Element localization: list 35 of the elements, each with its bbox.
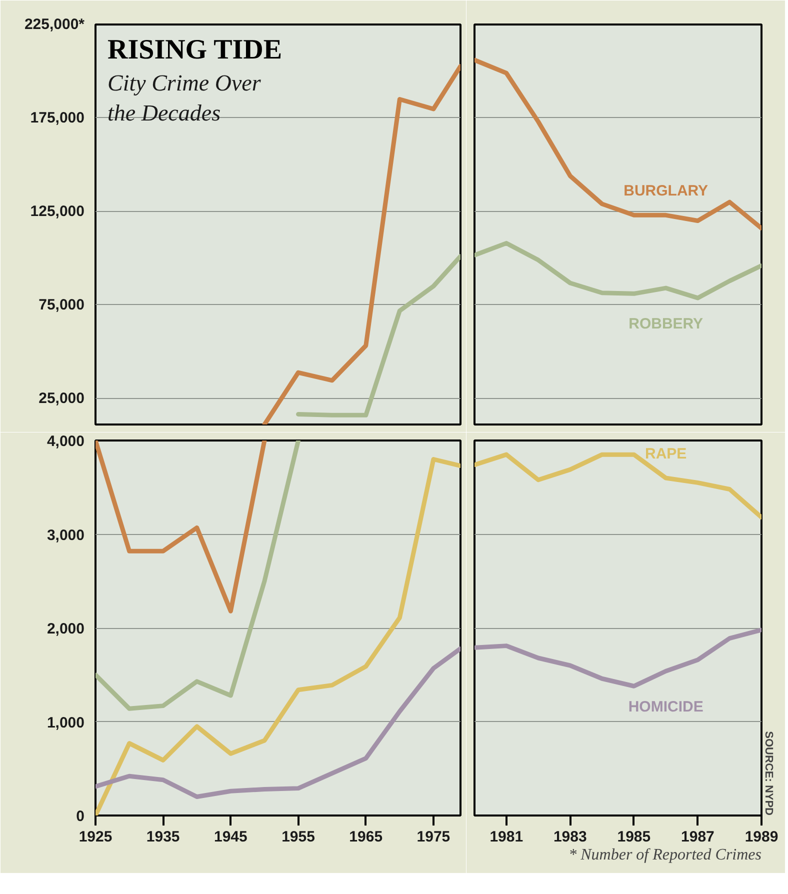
x-tick-label: 1989	[744, 828, 778, 846]
x-tick-label: 1985	[617, 828, 651, 846]
line-series	[296, 254, 460, 418]
y-tick-label: 75,000	[38, 296, 85, 314]
x-tick-label: 1925	[78, 828, 112, 846]
y-tick-label: 175,000	[30, 109, 85, 126]
chart-title: RISING TIDE	[108, 34, 282, 66]
text: City Crime Over the Decades	[108, 70, 262, 126]
series-label: ROBBERY	[628, 316, 704, 333]
y-tick-label: 1,000	[46, 714, 85, 732]
x-tick-label: 1945	[214, 828, 248, 846]
x-tick-label: 1983	[553, 828, 587, 846]
series-label: BURGLARY	[624, 182, 708, 200]
line-series	[96, 457, 460, 816]
source-note: SOURCE: NYPD	[762, 731, 774, 816]
text: * Number of Reported Crimes	[568, 846, 762, 864]
y-tick-label: 25,000	[38, 390, 85, 407]
line-series	[96, 440, 301, 711]
y-tick-label: 4,000	[46, 433, 85, 450]
x-tick-label: 1987	[681, 828, 714, 846]
y-tick-label: 125,000	[30, 202, 85, 220]
y-tick-label: 225,000*	[24, 16, 85, 33]
x-tick-label: 1975	[416, 828, 450, 846]
x-tick-label: 1935	[146, 828, 180, 846]
x-tick-label: 1965	[349, 828, 383, 846]
y-tick-label: 3,000	[46, 526, 85, 544]
line-series	[262, 64, 460, 424]
y-tick-label: 2,000	[46, 620, 85, 638]
line-series	[96, 646, 460, 799]
x-tick-label: 1955	[282, 828, 315, 846]
y-tick-label: 0	[76, 808, 84, 825]
line-series	[96, 440, 267, 614]
series-label: RAPE	[644, 446, 687, 462]
x-tick-label: 1981	[490, 828, 524, 846]
series-label: HOMICIDE	[628, 698, 704, 716]
